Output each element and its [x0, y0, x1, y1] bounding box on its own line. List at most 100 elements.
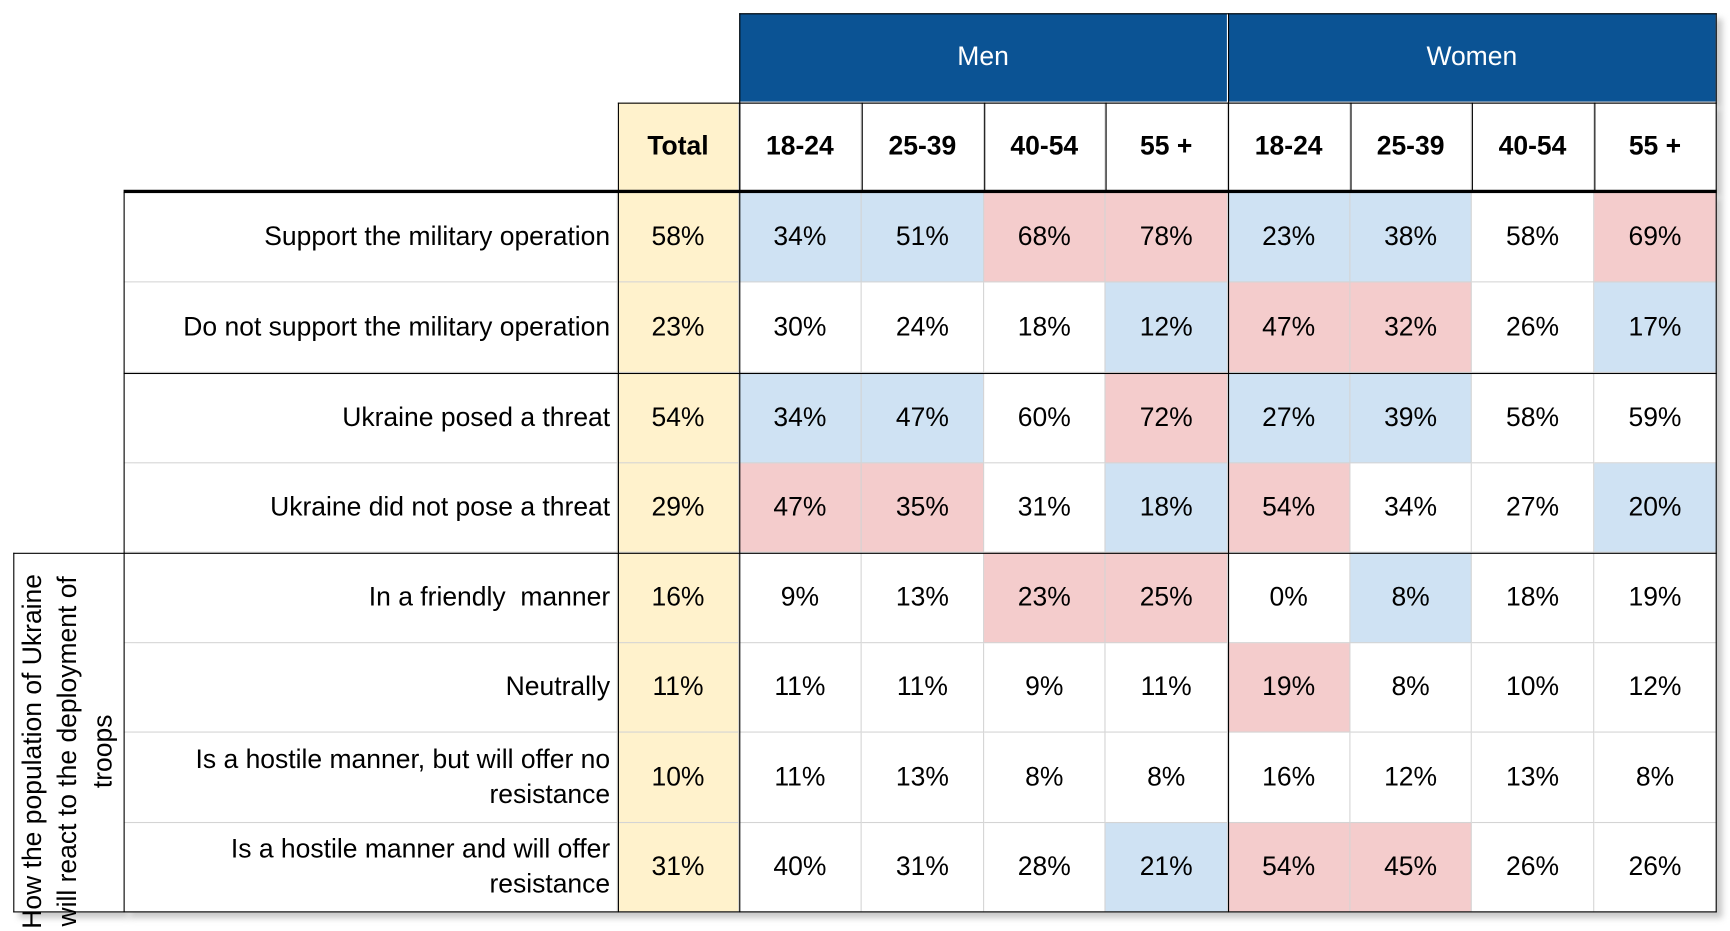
group-header: Men	[739, 13, 1228, 103]
cell: 28%	[984, 823, 1106, 913]
border-line	[123, 189, 1717, 194]
column-header: 55 +	[1105, 102, 1228, 192]
cell: 23%	[984, 552, 1106, 644]
cell: 39%	[1350, 372, 1472, 464]
cell: 23%	[1227, 191, 1351, 283]
border-line	[13, 911, 1717, 913]
cell: 12%	[1594, 643, 1717, 733]
cell: 35%	[861, 463, 985, 553]
cell: 8%	[1594, 732, 1717, 824]
total-cell: 23%	[617, 282, 740, 373]
cell: 20%	[1594, 463, 1717, 553]
border-line	[617, 102, 1717, 104]
cell: 58%	[1471, 372, 1595, 464]
cell: 34%	[1350, 463, 1472, 553]
cell: 26%	[1471, 823, 1595, 913]
border-line	[1105, 102, 1107, 192]
border-line	[13, 552, 15, 913]
cell: 8%	[1350, 552, 1472, 644]
cell: 17%	[1594, 282, 1717, 373]
cell: 13%	[861, 552, 985, 644]
row-label: In a friendly manner	[123, 552, 618, 644]
cell: 8%	[1350, 643, 1472, 733]
total-cell: 54%	[617, 372, 740, 464]
cell: 16%	[1227, 732, 1351, 824]
cell: 51%	[861, 191, 985, 283]
cell: 54%	[1227, 463, 1351, 553]
cell: 24%	[861, 282, 985, 373]
border-line	[1715, 13, 1717, 913]
cell: 69%	[1594, 191, 1717, 283]
column-header: Total	[617, 102, 740, 192]
cell: 19%	[1594, 552, 1717, 644]
cell: 26%	[1594, 823, 1717, 913]
cell: 18%	[1105, 463, 1228, 553]
cell: 31%	[861, 823, 985, 913]
group-header: Women	[1227, 13, 1717, 103]
cell: 9%	[739, 552, 862, 644]
column-header: 55 +	[1594, 102, 1717, 192]
cell: 47%	[861, 372, 985, 464]
cell: 72%	[1105, 372, 1228, 464]
cell: 25%	[1105, 552, 1228, 644]
cell: 11%	[861, 643, 985, 733]
cell: 8%	[1105, 732, 1228, 824]
total-cell: 16%	[617, 552, 740, 644]
border-line	[739, 102, 741, 913]
cell: 78%	[1105, 191, 1228, 283]
side-label: How the population of Ukraine will react…	[17, 573, 119, 929]
column-header: 25-39	[1350, 102, 1472, 192]
cell: 27%	[1227, 372, 1351, 464]
cell: 34%	[739, 372, 862, 464]
cell: 12%	[1105, 282, 1228, 373]
cell: 8%	[984, 732, 1106, 824]
cell: 59%	[1594, 372, 1717, 464]
cell: 10%	[1471, 643, 1595, 733]
cell: 19%	[1227, 643, 1351, 733]
cell: 18%	[984, 282, 1106, 373]
cell: 13%	[1471, 732, 1595, 824]
row-label: Ukraine did not pose a threat	[123, 463, 618, 553]
border-line	[861, 102, 863, 192]
cell: 11%	[1105, 643, 1228, 733]
cell: 26%	[1471, 282, 1595, 373]
cell: 47%	[739, 463, 862, 553]
cell: 11%	[739, 732, 862, 824]
cell: 34%	[739, 191, 862, 283]
row-label: Neutrally	[123, 643, 618, 733]
column-header: 18-24	[739, 102, 862, 192]
cell: 60%	[984, 372, 1106, 464]
border-line	[1227, 13, 1230, 913]
total-cell: 10%	[617, 732, 740, 824]
cell: 32%	[1350, 282, 1472, 373]
cell: 45%	[1350, 823, 1472, 913]
cell: 27%	[1471, 463, 1595, 553]
border-line	[123, 372, 1717, 375]
cell: 40%	[739, 823, 862, 913]
border-line	[123, 191, 125, 913]
border-line	[1594, 102, 1596, 192]
cell: 18%	[1471, 552, 1595, 644]
column-header: 40-54	[1471, 102, 1595, 192]
cell: 30%	[739, 282, 862, 373]
cell: 68%	[984, 191, 1106, 283]
border-line	[13, 552, 1717, 554]
row-label: Ukraine posed a threat	[123, 372, 618, 464]
cell: 9%	[984, 643, 1106, 733]
row-label: Is a hostile manner, but will offer no r…	[123, 732, 618, 824]
border-line	[1471, 102, 1473, 192]
border-line	[617, 102, 619, 913]
cell: 31%	[984, 463, 1106, 553]
total-cell: 11%	[617, 643, 740, 733]
cell: 0%	[1227, 552, 1351, 644]
column-header: 25-39	[861, 102, 985, 192]
cell: 21%	[1105, 823, 1228, 913]
total-cell: 29%	[617, 463, 740, 553]
row-label: Support the military operation	[123, 191, 618, 283]
border-line	[984, 102, 986, 192]
cell: 12%	[1350, 732, 1472, 824]
column-header: 40-54	[984, 102, 1106, 192]
border-line	[1350, 102, 1352, 192]
